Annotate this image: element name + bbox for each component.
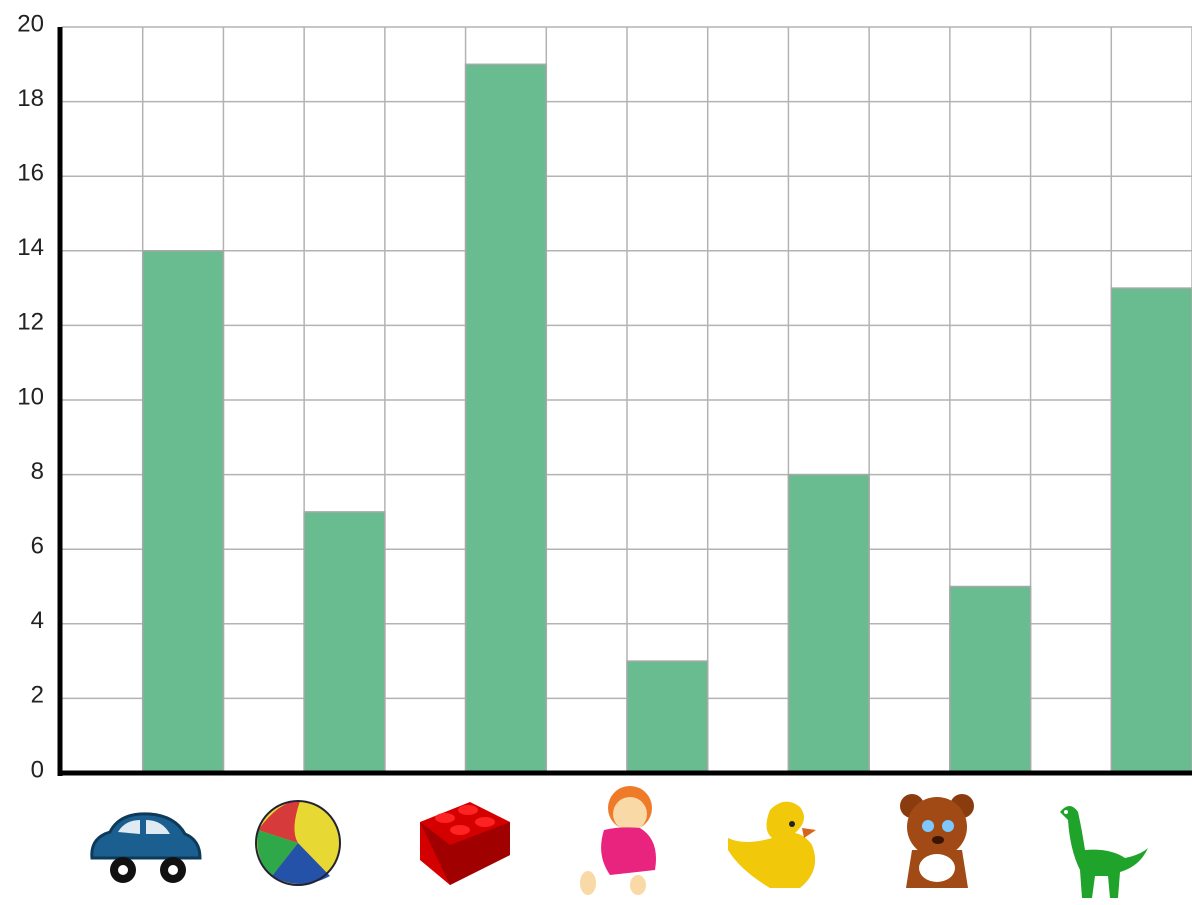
bar xyxy=(626,660,709,774)
y-tick-label: 2 xyxy=(31,682,44,709)
car-icon xyxy=(90,812,202,883)
y-tick-label: 4 xyxy=(31,607,44,634)
bar xyxy=(787,473,870,774)
y-tick-label: 0 xyxy=(31,756,44,783)
y-tick-label: 14 xyxy=(17,234,44,261)
y-tick-label: 10 xyxy=(17,383,44,410)
axes: 0 2 4 6 8 10 12 14 16 18 20 xyxy=(17,10,1192,783)
y-tick-label: 20 xyxy=(17,10,44,37)
bar xyxy=(949,585,1032,774)
bar xyxy=(464,63,548,774)
ball-icon xyxy=(255,800,341,886)
y-tick-label: 8 xyxy=(31,458,44,485)
brick-icon xyxy=(420,802,510,885)
bear-icon xyxy=(900,794,974,888)
bars xyxy=(141,63,1192,774)
bar xyxy=(141,250,225,774)
bar xyxy=(303,511,386,774)
y-tick-label: 18 xyxy=(17,85,44,112)
y-tick-label: 16 xyxy=(17,160,44,187)
bar xyxy=(1110,287,1192,774)
y-tick-label: 12 xyxy=(17,309,44,336)
y-tick-label: 6 xyxy=(31,533,44,560)
dino-icon xyxy=(1060,806,1148,898)
duck-icon xyxy=(728,801,816,888)
doll-icon xyxy=(580,786,656,895)
category-icons xyxy=(90,786,1148,898)
